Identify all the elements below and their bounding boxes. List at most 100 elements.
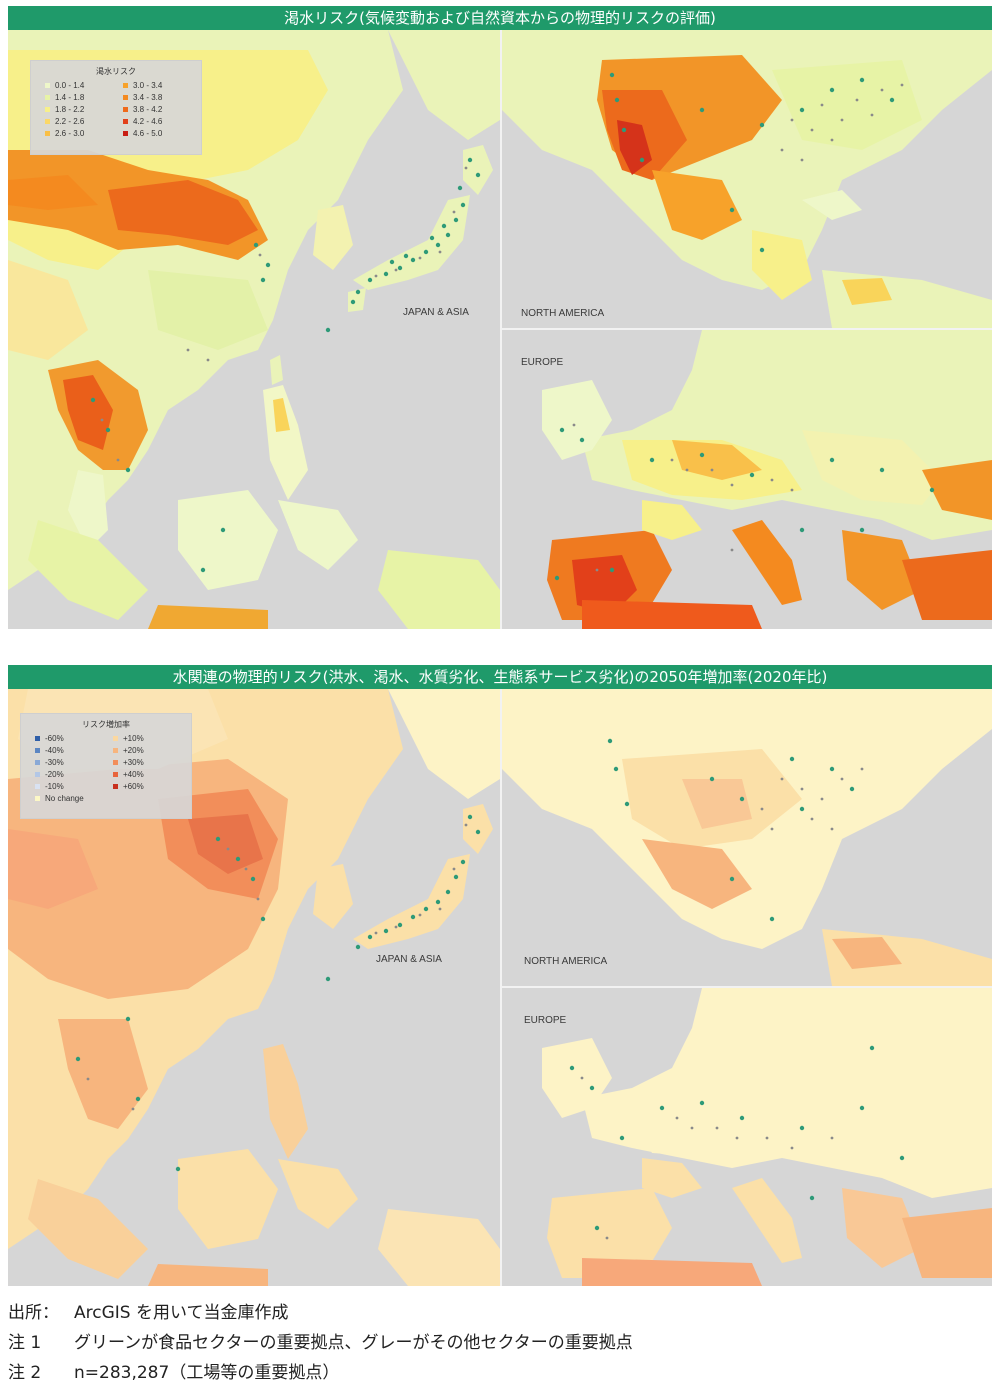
legend-item-label: +60% [123, 782, 144, 791]
legend-swatch [113, 760, 118, 765]
legend-item-label: -40% [45, 746, 64, 755]
legend-item-label: 3.8 - 4.2 [133, 105, 163, 114]
note-1-label: 注 1 [8, 1333, 42, 1353]
legend-item: 1.8 - 2.2 [45, 105, 113, 114]
legend-item: 4.2 - 4.6 [123, 117, 191, 126]
europe-panel: EUROPE [502, 330, 992, 629]
north-america-region-label: NORTH AMERICA [524, 956, 608, 967]
legend-swatch [35, 796, 40, 801]
legend-item-label: 1.8 - 2.2 [55, 105, 85, 114]
legend-swatch [45, 107, 50, 112]
legend-item-label: 0.0 - 1.4 [55, 81, 85, 90]
legend-swatch [35, 748, 40, 753]
water-risk-increase-map-title: 水関連の物理的リスク(洪水、渇水、水質劣化、生態系サービス劣化)の2050年増加… [8, 665, 992, 689]
legend-item-label: 2.2 - 2.6 [55, 117, 85, 126]
panel-divider [502, 986, 992, 988]
panel-divider [500, 30, 502, 629]
drought-risk-legend: 渇水リスク 0.0 - 1.4 3.0 - 3.4 1.4 - 1.8 3.4 … [30, 60, 202, 155]
europe-panel: EUROPE [502, 988, 992, 1286]
legend-swatch [113, 748, 118, 753]
europe-drought-map [502, 330, 992, 629]
legend-swatch [123, 95, 128, 100]
risk-increase-legend-title: リスク増加率 [82, 720, 130, 729]
asia-panel: JAPAN & ASIA 渇水リスク 0.0 - 1.4 3.0 - 3.4 1… [8, 30, 500, 629]
legend-item-label: -30% [45, 758, 64, 767]
legend-item-label: No change [45, 794, 84, 803]
asia-region-label: JAPAN & ASIA [376, 954, 442, 965]
legend-item: +20% [113, 746, 181, 755]
legend-item: -60% [35, 734, 103, 743]
risk-increase-legend: リスク増加率 -60% +10% -40% +20% -30% +30% -20… [20, 713, 192, 819]
legend-item: +30% [113, 758, 181, 767]
legend-item: +60% [113, 782, 181, 791]
legend-item-label: +10% [123, 734, 144, 743]
drought-risk-map: JAPAN & ASIA 渇水リスク 0.0 - 1.4 3.0 - 3.4 1… [8, 30, 992, 629]
legend-item: 3.4 - 3.8 [123, 93, 191, 102]
legend-item: 0.0 - 1.4 [45, 81, 113, 90]
asia-drought-map [8, 30, 500, 629]
note-2-label: 注 2 [8, 1363, 42, 1383]
north-america-panel: NORTH AMERICA [502, 30, 992, 328]
legend-swatch [35, 772, 40, 777]
legend-swatch [35, 784, 40, 789]
legend-swatch [45, 83, 50, 88]
legend-item: -10% [35, 782, 103, 791]
north-america-panel: NORTH AMERICA [502, 689, 992, 986]
legend-item: No change [35, 794, 103, 803]
legend-item: -40% [35, 746, 103, 755]
legend-swatch [123, 119, 128, 124]
legend-item: 3.8 - 4.2 [123, 105, 191, 114]
legend-item-label: 4.6 - 5.0 [133, 129, 163, 138]
legend-item: 4.6 - 5.0 [123, 129, 191, 138]
legend-swatch [35, 736, 40, 741]
note-1-text: グリーンが食品セクターの重要拠点、グレーがその他セクターの重要拠点 [74, 1333, 633, 1353]
legend-item: -20% [35, 770, 103, 779]
legend-swatch [123, 131, 128, 136]
water-risk-increase-map-section: 水関連の物理的リスク(洪水、渇水、水質劣化、生態系サービス劣化)の2050年増加… [8, 665, 992, 1286]
legend-item: +10% [113, 734, 181, 743]
legend-item: +40% [113, 770, 181, 779]
legend-swatch [45, 95, 50, 100]
north-america-region-label: NORTH AMERICA [521, 308, 605, 319]
source-notes: 出所： ArcGIS を用いて当金庫作成 注 1 グリーンが食品セクターの重要拠… [8, 1298, 988, 1388]
legend-item: 2.2 - 2.6 [45, 117, 113, 126]
legend-swatch [113, 784, 118, 789]
legend-swatch [123, 83, 128, 88]
panel-divider [500, 689, 502, 1286]
legend-swatch [35, 760, 40, 765]
legend-swatch [113, 736, 118, 741]
drought-risk-legend-title: 渇水リスク [96, 67, 136, 76]
water-risk-increase-map: JAPAN & ASIA リスク増加率 -60% +10% -40% +20% … [8, 689, 992, 1286]
north-america-drought-map [502, 30, 992, 328]
legend-item-label: +20% [123, 746, 144, 755]
legend-item-label: 4.2 - 4.6 [133, 117, 163, 126]
note-1-line: 注 1 グリーンが食品セクターの重要拠点、グレーがその他セクターの重要拠点 [8, 1328, 988, 1358]
legend-swatch [123, 107, 128, 112]
legend-item: -30% [35, 758, 103, 767]
legend-item: 2.6 - 3.0 [45, 129, 113, 138]
note-2-text: n=283,287（工場等の重要拠点） [74, 1363, 340, 1383]
legend-item-label: -60% [45, 734, 64, 743]
source-text: ArcGIS を用いて当金庫作成 [74, 1303, 289, 1323]
legend-swatch [113, 772, 118, 777]
panel-divider [502, 328, 992, 330]
note-2-line: 注 2 n=283,287（工場等の重要拠点） [8, 1358, 988, 1388]
legend-item-label: 2.6 - 3.0 [55, 129, 85, 138]
drought-risk-map-section: 渇水リスク(気候変動および自然資本からの物理的リスクの評価) [8, 6, 992, 629]
legend-item-label: +30% [123, 758, 144, 767]
legend-item-label: -10% [45, 782, 64, 791]
source-label: 出所： [8, 1303, 59, 1323]
asia-region-label: JAPAN & ASIA [403, 307, 469, 318]
legend-item-label: +40% [123, 770, 144, 779]
legend-swatch [45, 119, 50, 124]
legend-item: 3.0 - 3.4 [123, 81, 191, 90]
legend-item: 1.4 - 1.8 [45, 93, 113, 102]
asia-panel: JAPAN & ASIA リスク増加率 -60% +10% -40% +20% … [8, 689, 500, 1286]
europe-region-label: EUROPE [521, 357, 564, 368]
legend-item-label: 1.4 - 1.8 [55, 93, 85, 102]
north-america-risk-increase-map [502, 689, 992, 986]
legend-swatch [45, 131, 50, 136]
legend-item-label: -20% [45, 770, 64, 779]
source-line: 出所： ArcGIS を用いて当金庫作成 [8, 1298, 988, 1328]
drought-risk-map-title: 渇水リスク(気候変動および自然資本からの物理的リスクの評価) [8, 6, 992, 30]
